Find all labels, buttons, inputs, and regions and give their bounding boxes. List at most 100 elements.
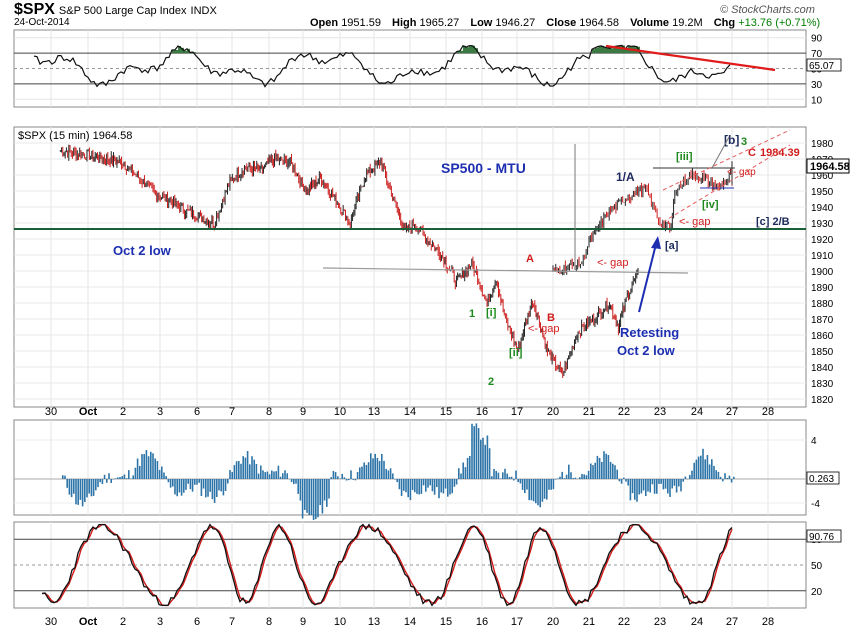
macd-bar: [328, 479, 330, 499]
macd-bar: [464, 467, 467, 479]
macd-bar: [323, 479, 326, 501]
x-tick-label: 2: [120, 406, 126, 418]
price-tick-label: 1940: [811, 203, 834, 214]
x-tick-label: 20: [547, 406, 559, 418]
macd-bar: [554, 479, 557, 480]
macd-bar: [552, 479, 555, 490]
brand-logo: © StockCharts.com: [720, 4, 815, 16]
macd-bar: [216, 479, 218, 497]
macd-bar: [315, 479, 317, 520]
macd-bar: [416, 479, 418, 494]
x-tick-label: 17: [511, 616, 523, 628]
macd-bar: [112, 479, 115, 480]
macd-bar: [249, 464, 251, 479]
stoch-k-line: [41, 523, 733, 607]
macd-bar: [730, 479, 733, 483]
x-tick-label: 3: [157, 406, 163, 418]
macd-bar: [284, 470, 286, 479]
macd-bar: [689, 474, 691, 479]
rsi-tick-label: 70: [811, 49, 823, 60]
x-tick-label: 9: [300, 616, 306, 628]
macd-bar: [348, 479, 350, 481]
wave-1A: 1/A: [616, 170, 635, 184]
macd-bar: [693, 462, 695, 479]
x-tick-label: 22: [618, 406, 630, 418]
macd-bar: [277, 465, 280, 479]
macd-bar: [106, 479, 108, 483]
macd-bar: [706, 455, 709, 479]
macd-bar: [152, 453, 154, 479]
macd-bar: [121, 476, 123, 479]
macd-bar: [392, 473, 394, 479]
price-tick-label: 1960: [811, 171, 834, 182]
macd-bar: [517, 479, 519, 483]
macd-bar: [526, 479, 528, 490]
macd-bar: [343, 477, 346, 479]
macd-bar: [297, 479, 299, 494]
macd-bar: [405, 479, 407, 493]
resistance-line-grey: [322, 267, 689, 274]
macd-bar: [563, 478, 566, 479]
macd-bar: [227, 479, 229, 484]
macd-bar: [251, 456, 253, 479]
macd-bar: [678, 479, 680, 487]
macd-bar: [374, 453, 376, 479]
macd-bar: [585, 475, 588, 479]
macd-bar: [647, 479, 649, 492]
macd-bar: [229, 470, 231, 479]
macd-bar: [444, 479, 447, 489]
macd-bar: [90, 479, 93, 497]
macd-bar: [207, 479, 209, 497]
macd-bar: [253, 459, 255, 479]
macd-bar: [717, 471, 720, 479]
x-tick-label: 22: [618, 616, 630, 628]
macd-bar: [431, 479, 434, 492]
macd-bar: [268, 474, 271, 479]
macd-bar: [68, 479, 71, 495]
macd-bar: [132, 475, 134, 479]
macd-bar: [618, 479, 621, 482]
retest-arrow-shaft: [638, 243, 657, 313]
macd-bar: [383, 460, 385, 479]
macd-bar: [279, 476, 282, 479]
x-tick-label: Oct: [79, 616, 98, 628]
macd-bar: [455, 479, 458, 485]
macd-bar: [733, 476, 735, 479]
ohlc-readout: Open 1951.59 High 1965.27 Low 1946.27 Cl…: [310, 17, 821, 29]
macd-bar: [312, 479, 315, 521]
wave-C: C: [748, 147, 756, 159]
macd-bar: [420, 479, 423, 494]
macd-bar: [295, 479, 297, 484]
annotation-retesting-2: Oct 2 low: [617, 343, 676, 358]
macd-bar: [713, 465, 715, 479]
macd-bar: [141, 454, 143, 479]
wave-ii: [ii]: [509, 347, 523, 359]
macd-bar: [422, 479, 425, 486]
price-tick-label: 1820: [811, 395, 834, 406]
x-tick-label: 20: [547, 616, 559, 628]
macd-bar: [684, 476, 687, 479]
macd-bar: [70, 479, 73, 498]
x-tick-label: 27: [726, 406, 738, 418]
macd-bar: [506, 473, 508, 479]
macd-bar: [519, 479, 522, 484]
macd-bar: [616, 469, 618, 479]
macd-bar: [354, 479, 357, 481]
macd-bar: [574, 477, 577, 479]
macd-bar: [403, 479, 405, 491]
macd-bar: [110, 479, 112, 483]
macd-bar: [246, 451, 249, 479]
macd-bar: [656, 479, 658, 494]
macd-bar: [612, 463, 614, 479]
wave-A: A: [526, 253, 534, 265]
macd-bar: [222, 479, 225, 496]
x-tick-label: 6: [194, 616, 200, 628]
wave-c2b: [c] 2/B: [756, 216, 790, 228]
macd-bar: [559, 476, 561, 479]
macd-bar: [614, 465, 616, 479]
x-tick-label: 10: [334, 406, 346, 418]
macd-bar: [299, 479, 302, 501]
macd-bar: [97, 479, 99, 488]
macd-bar: [326, 479, 328, 507]
macd-bar: [337, 476, 339, 479]
